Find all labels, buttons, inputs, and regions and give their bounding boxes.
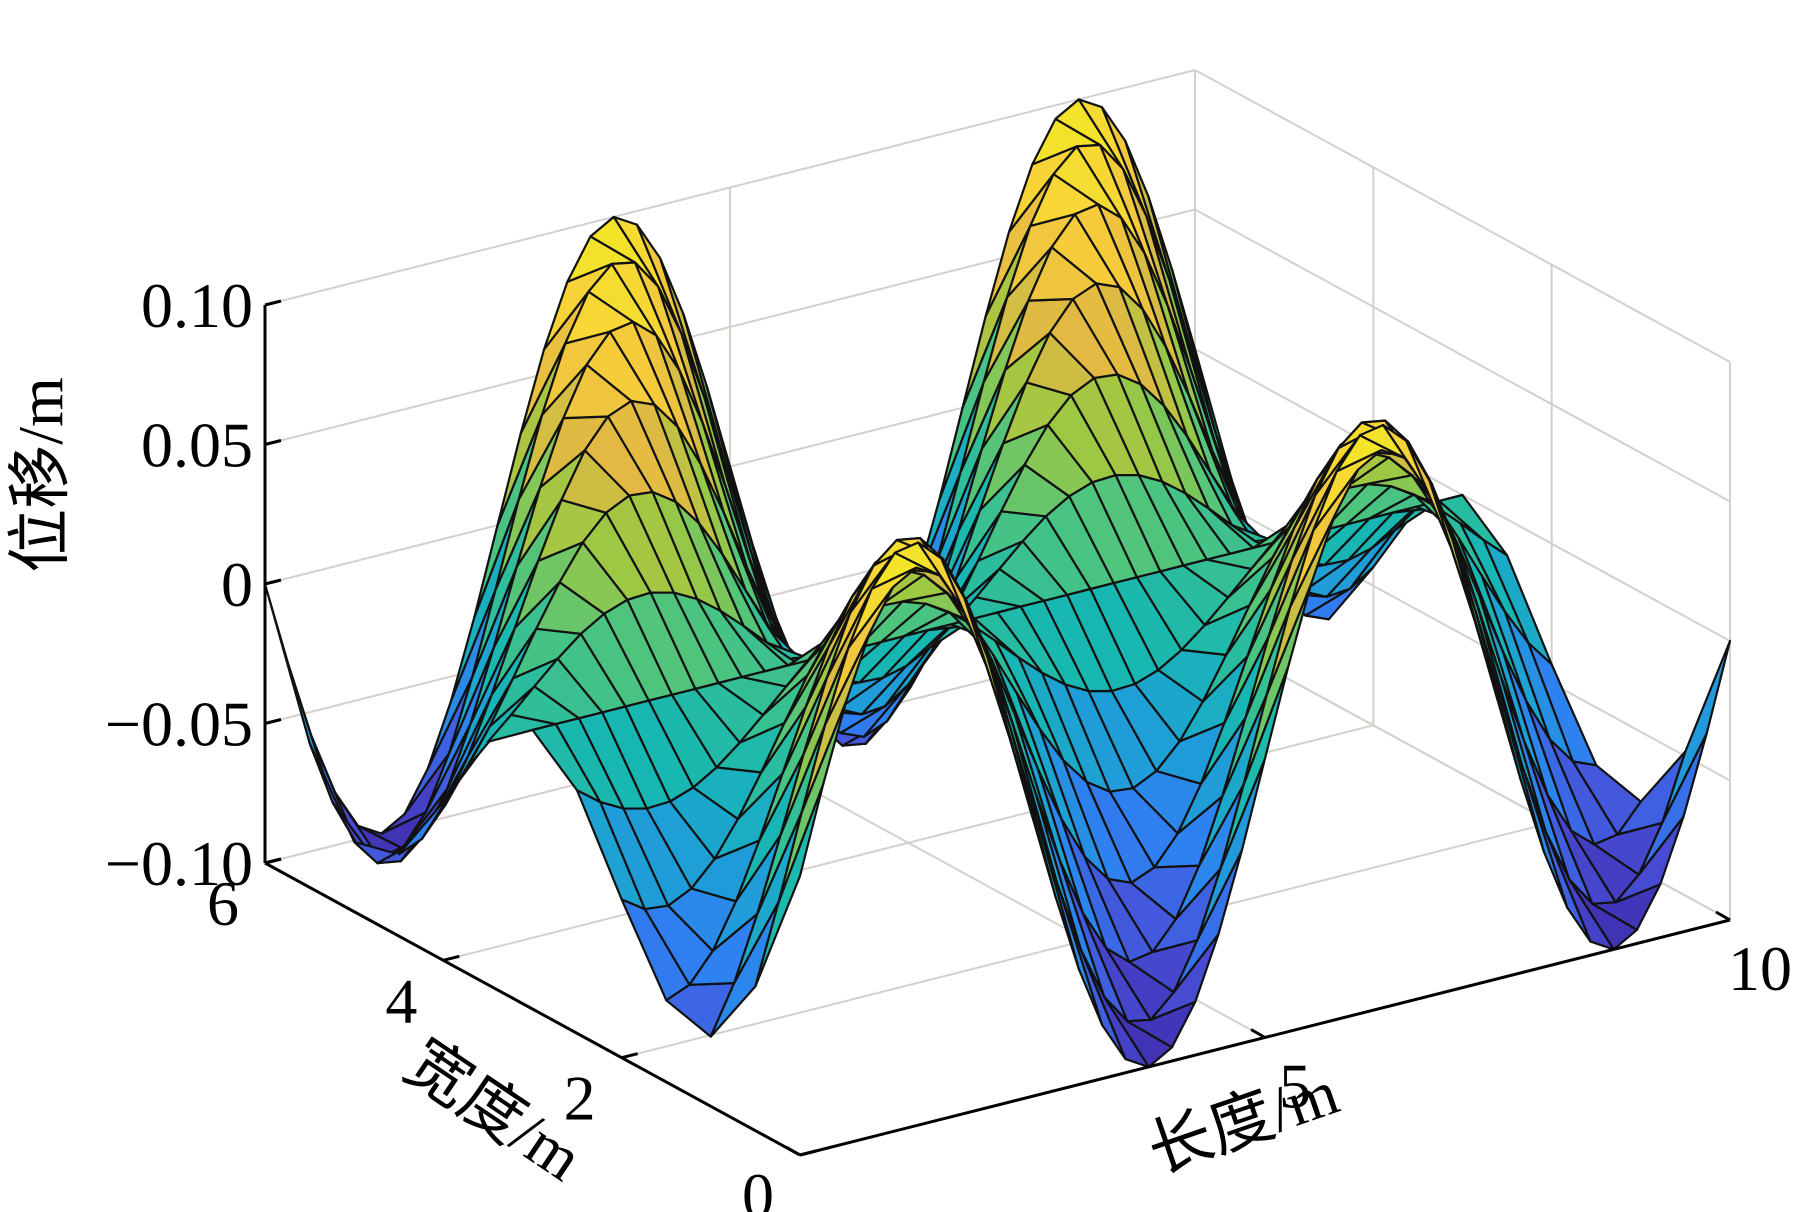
z-tick-label: −0.10 xyxy=(105,828,253,899)
y-tick-mark xyxy=(799,1149,817,1157)
axes-layer xyxy=(263,299,1731,1157)
y-tick-label: 0 xyxy=(742,1160,774,1212)
z-tick-mark xyxy=(264,299,282,307)
x-axis-label: 长度/m xyxy=(1139,1056,1347,1187)
x-tick-mark xyxy=(1715,910,1731,922)
z-axis-label: 位移/m xyxy=(5,377,76,573)
y-axis-ticks: 0 2 4 6 xyxy=(207,868,774,1212)
y-tick-label: 2 xyxy=(564,1063,596,1134)
z-tick-mark xyxy=(264,578,282,586)
y-axis-line xyxy=(264,861,801,1157)
x-tick-mark xyxy=(785,1145,801,1157)
z-tick-mark xyxy=(264,439,282,446)
z-tick-label: 0.10 xyxy=(141,270,253,341)
z-axis-ticks: −0.10 −0.05 0 0.05 0.10 xyxy=(105,270,253,899)
y-tick-mark xyxy=(621,1052,639,1060)
z-tick-mark xyxy=(264,718,282,725)
y-tick-label: 6 xyxy=(207,868,239,939)
grid-line xyxy=(1194,208,1731,503)
y-tick-label: 4 xyxy=(385,965,417,1036)
x-tick-label: 5 xyxy=(1279,1051,1311,1122)
grid-line xyxy=(1194,69,1731,363)
x-tick-label: 10 xyxy=(1728,933,1792,1004)
y-tick-mark xyxy=(264,857,282,865)
z-tick-label: 0 xyxy=(221,549,253,620)
x-axis-ticks: 5 10 xyxy=(1279,933,1792,1122)
surface-patch xyxy=(1661,639,1732,824)
z-tick-label: −0.05 xyxy=(105,689,253,760)
x-tick-mark xyxy=(1250,1028,1266,1039)
y-tick-mark xyxy=(442,954,460,962)
z-tick-label: 0.05 xyxy=(141,410,253,481)
surface-mesh xyxy=(263,98,1732,1069)
